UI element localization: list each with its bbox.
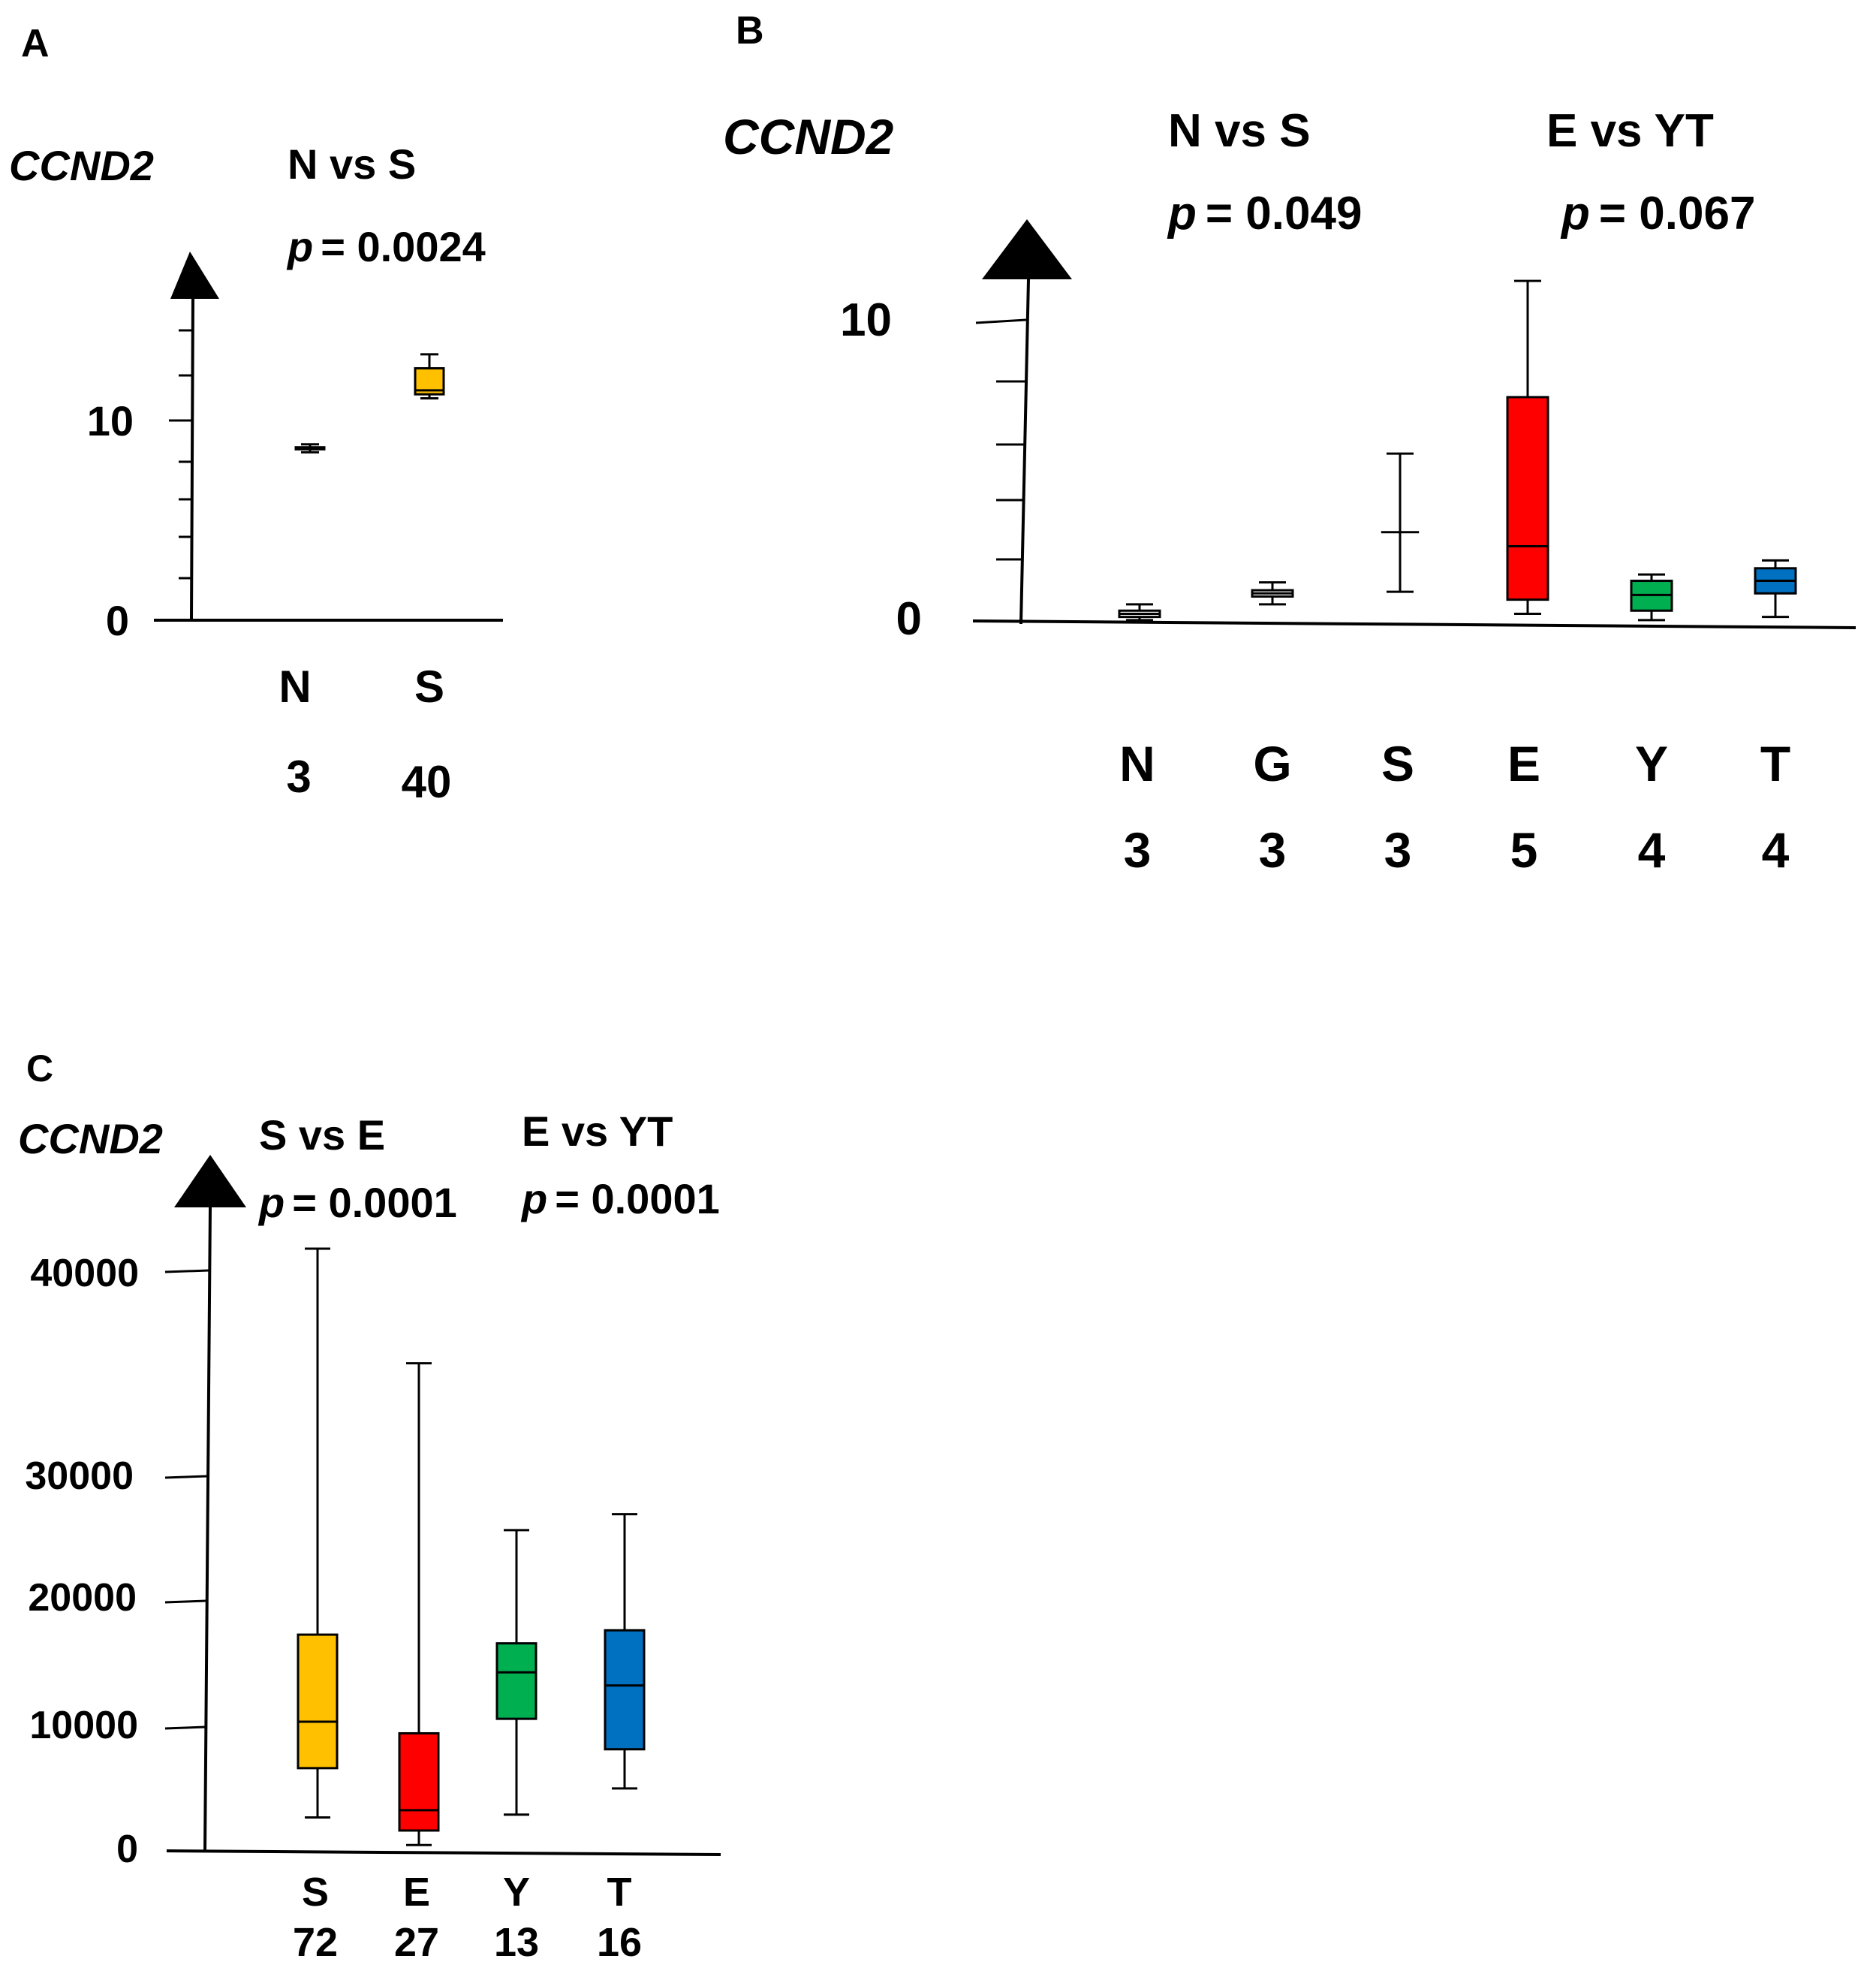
panel-b-ytick-label: 0 [896,593,922,645]
panel-c-comparison-1-label: S vs E [259,1111,385,1159]
panel-c-comparison-1-p: p = 0.0001 [257,1179,457,1226]
panel-c-letter: C [26,1047,53,1089]
panel-c-tick [164,1599,207,1604]
panel-b-letter: B [736,9,764,53]
panel-c-x-axis [166,1849,721,1856]
panel-b-comparison-2-p: p = 0.067 [1560,188,1755,240]
panel-c-tick [164,1475,208,1479]
panel-c-comparison-2-label: E vs YT [522,1108,673,1155]
panel-a-ytick-label: 0 [106,597,129,644]
panel-a-p-number: = 0.0024 [321,223,486,270]
panel-a-y-axis [190,298,194,621]
panel-b-group-labels: N 3 G 3 S 3 E 5 Y 4 T 4 [1119,736,1790,878]
panel-b: B CCND2 N vs S p = 0.049 E vs YT p = 0.067… [723,9,1856,878]
panel-c: C CCND2 S vs E p = 0.0001 E vs YT p = 0.00… [18,1047,721,1965]
panel-c-tick [164,1725,206,1730]
panel-a-group-n: 40 [402,757,452,807]
panel-c-p1-number: = 0.0001 [292,1179,457,1226]
panel-b-comparison-1-p: p = 0.049 [1167,188,1362,240]
panel-c-group-n: 16 [597,1920,642,1965]
panel-c-ytick-label: 40000 [30,1252,139,1295]
panel-a-p-symbol: p [286,223,313,270]
panel-c-boxes [297,1247,646,1846]
panel-a-p-value: p = 0.0024 [286,223,486,270]
panel-c-ytick-label: 0 [116,1828,138,1871]
panel-c-ytick-label: 20000 [28,1576,137,1620]
panel-b-boxes [1118,279,1797,622]
panel-b-group-n: 5 [1510,822,1538,878]
panel-a-group-n: 3 [286,752,311,802]
panel-c-group-n: 13 [494,1920,539,1965]
panel-c-y-box [495,1642,538,1720]
panel-c-axis-arrow [174,1155,246,1207]
panel-a-letter: A [21,22,50,65]
panel-c-ytick-label: 30000 [25,1454,134,1498]
panel-a-ylabel: CCND2 [9,142,154,189]
panel-a-ytick-label: 10 [87,397,134,445]
panel-b-group-label: N [1119,736,1155,791]
panel-c-ytick-label: 10000 [29,1704,138,1747]
panel-c-group-labels: S 72 E 27 Y 13 T 16 [293,1870,642,1965]
panel-c-tick [164,1269,209,1273]
panel-c-comparison-2-p: p = 0.0001 [520,1175,720,1222]
panel-c-s-box [297,1633,339,1770]
panel-b-p1-symbol: p [1167,188,1197,240]
panel-b-group-label: S [1381,736,1414,791]
panel-c-y-axis [203,1207,212,1853]
panel-a-group-label: N [279,662,311,712]
panel-b-group-n: 3 [1124,822,1152,878]
panel-c-p1-symbol: p [257,1179,285,1226]
panel-c-group-n: 72 [293,1920,338,1965]
panel-a: A CCND2 N vs S p = 0.0024 10 0 N S 3 40 [9,22,503,807]
panel-c-group-label: T [607,1870,632,1915]
panel-b-p1-number: = 0.049 [1206,188,1363,240]
panel-b-major-tick [975,318,1027,324]
panel-b-comparison-1-label: N vs S [1168,105,1311,157]
panel-b-group-label: Y [1635,736,1668,791]
panel-b-group-n: 4 [1638,822,1666,878]
panel-b-group-n: 3 [1384,822,1412,878]
panel-b-ytick-label: 10 [840,294,892,346]
panel-b-group-label: G [1253,736,1291,791]
panel-b-x-axis [972,619,1856,629]
panel-c-group-label: S [302,1870,329,1915]
panel-b-y-axis [1019,279,1030,625]
panel-b-p2-symbol: p [1560,188,1590,240]
panel-a-comparison-label: N vs S [288,140,416,188]
panel-b-axis-arrow [982,219,1072,279]
panel-b-ylabel: CCND2 [723,109,894,164]
panel-b-group-label: T [1760,736,1790,791]
panel-b-group-n: 3 [1259,822,1287,878]
panel-c-group-label: E [403,1870,430,1915]
panel-c-p2-symbol: p [520,1175,547,1222]
panel-c-t-box [604,1629,646,1751]
panel-c-e-box [398,1731,440,1832]
panel-c-p2-number: = 0.0001 [555,1175,720,1222]
panel-b-group-label: E [1507,736,1540,791]
panel-c-ylabel: CCND2 [18,1115,163,1162]
panel-b-e-box [1506,396,1549,601]
panel-b-comparison-2-label: E vs YT [1546,105,1714,157]
panel-b-p2-number: = 0.067 [1599,188,1756,240]
panel-b-group-n: 4 [1762,822,1790,878]
panel-c-group-label: Y [503,1870,530,1915]
panel-a-axis-arrow [170,252,219,299]
panel-c-group-n: 27 [394,1920,439,1965]
panel-a-boxes [294,353,445,454]
panel-a-group-label: S [414,662,444,712]
